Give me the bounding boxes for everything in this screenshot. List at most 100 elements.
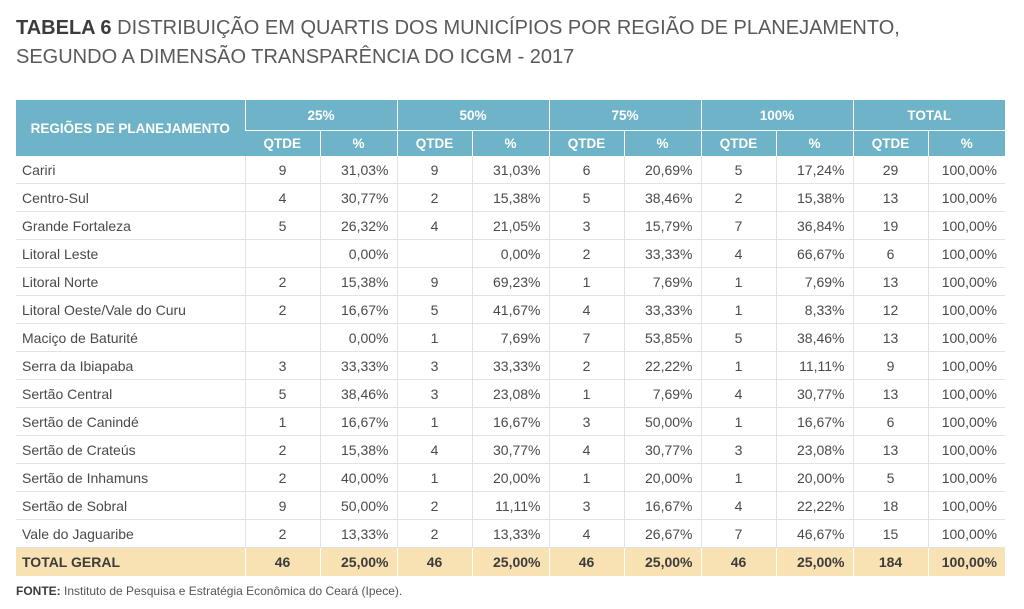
percent-cell: 41,67% — [471, 295, 549, 324]
group-header: 25% — [244, 100, 397, 131]
qtde-cell: 1 — [548, 379, 624, 408]
percent-cell: 50,00% — [319, 491, 397, 520]
data-row: Maciço de Baturité 0,00% 1 7,69% 7 53,85% 5 38,… — [16, 323, 1005, 352]
percent-cell: 33,33% — [319, 351, 397, 380]
qtde-cell: 2 — [396, 519, 472, 548]
percent-cell: 16,67% — [471, 407, 549, 436]
footer-text: Instituto de Pesquisa e Estratégia Econô… — [64, 584, 403, 598]
group-header: 75% — [548, 100, 701, 131]
percent-cell: 38,46% — [775, 323, 853, 352]
percent-cell: 25,00% — [471, 547, 549, 576]
qtde-cell: 15 — [852, 519, 928, 548]
qtde-cell: 9 — [244, 156, 320, 184]
percent-cell: 36,84% — [775, 211, 853, 240]
percent-cell: 20,00% — [775, 463, 853, 492]
percent-cell: 7,69% — [775, 267, 853, 296]
percent-cell: 33,33% — [623, 239, 701, 268]
percent-cell: 33,33% — [471, 351, 549, 380]
qtde-cell: 13 — [852, 323, 928, 352]
sub-header: QTDE — [548, 130, 624, 156]
sub-header: % — [471, 130, 549, 156]
data-row: Grande Fortaleza 5 26,32% 4 21,05% 3 15,79% 7 36… — [16, 211, 1005, 240]
qtde-cell: 3 — [244, 351, 320, 380]
percent-cell: 22,22% — [775, 491, 853, 520]
region-cell: Centro-Sul — [16, 183, 245, 212]
sub-header: % — [927, 130, 1005, 156]
percent-cell: 15,38% — [775, 183, 853, 212]
region-cell: Sertão Central — [16, 379, 245, 408]
qtde-cell: 1 — [548, 267, 624, 296]
percent-cell: 0,00% — [319, 239, 397, 268]
percent-cell: 13,33% — [471, 519, 549, 548]
percent-cell: 0,00% — [319, 323, 397, 352]
region-cell: Cariri — [16, 156, 245, 184]
data-row: Sertão de Crateús 2 15,38% 4 30,77% 4 30,77% 3 2… — [16, 435, 1005, 464]
data-row: Sertão de Sobral 9 50,00% 2 11,11% 3 16,67% 4 22… — [16, 491, 1005, 520]
percent-cell: 0,00% — [471, 239, 549, 268]
percent-cell: 22,22% — [623, 351, 701, 380]
percent-cell: 69,23% — [471, 267, 549, 296]
qtde-cell: 5 — [700, 156, 776, 184]
qtde-cell: 4 — [548, 295, 624, 324]
percent-cell: 25,00% — [623, 547, 701, 576]
percent-cell: 100,00% — [927, 547, 1005, 576]
sub-header: % — [319, 130, 397, 156]
qtde-cell: 13 — [852, 435, 928, 464]
percent-cell: 15,38% — [471, 183, 549, 212]
qtde-cell: 1 — [700, 295, 776, 324]
sub-header: % — [775, 130, 853, 156]
percent-cell: 30,77% — [471, 435, 549, 464]
percent-cell: 15,79% — [623, 211, 701, 240]
data-row: Sertão de Canindé 1 16,67% 1 16,67% 3 50,00% 1 1… — [16, 407, 1005, 436]
qtde-cell: 184 — [852, 547, 928, 576]
percent-cell: 7,69% — [623, 267, 701, 296]
qtde-cell: 1 — [700, 267, 776, 296]
data-row: Vale do Jaguaribe 2 13,33% 2 13,33% 4 26,67% 7 4… — [16, 519, 1005, 548]
qtde-cell: 4 — [700, 239, 776, 268]
percent-cell: 16,67% — [623, 491, 701, 520]
qtde-cell: 3 — [700, 435, 776, 464]
qtde-cell: 7 — [700, 211, 776, 240]
percent-cell: 100,00% — [927, 379, 1005, 408]
qtde-cell: 18 — [852, 491, 928, 520]
percent-cell: 53,85% — [623, 323, 701, 352]
data-row: Centro-Sul 4 30,77% 2 15,38% 5 38,46% 2 15,38% 13… — [16, 183, 1005, 212]
percent-cell: 26,67% — [623, 519, 701, 548]
qtde-cell: 29 — [852, 156, 928, 184]
percent-cell: 8,33% — [775, 295, 853, 324]
percent-cell: 100,00% — [927, 239, 1005, 268]
region-cell: Sertão de Sobral — [16, 491, 245, 520]
percent-cell: 38,46% — [319, 379, 397, 408]
data-row: Litoral Leste 0,00% 0,00% 2 33,33% 4 66,67% 6 10… — [16, 239, 1005, 268]
qtde-cell: 1 — [396, 407, 472, 436]
sub-header: QTDE — [245, 130, 320, 156]
percent-cell: 15,38% — [319, 267, 397, 296]
qtde-cell: 2 — [244, 295, 320, 324]
group-header: 100% — [700, 100, 853, 131]
percent-cell: 100,00% — [927, 183, 1005, 212]
data-row: Sertão de Inhamuns 2 40,00% 1 20,00% 1 20,00% 1… — [16, 463, 1005, 492]
percent-cell: 23,08% — [775, 435, 853, 464]
percent-cell: 13,33% — [319, 519, 397, 548]
qtde-cell: 2 — [548, 239, 624, 268]
qtde-cell: 6 — [548, 156, 624, 184]
qtde-cell: 4 — [700, 491, 776, 520]
qtde-cell — [244, 323, 320, 352]
data-row: Litoral Oeste/Vale do Curu 2 16,67% 5 41,67%… — [16, 295, 1005, 324]
qtde-cell: 6 — [852, 239, 928, 268]
qtde-cell: 4 — [548, 435, 624, 464]
qtde-cell: 2 — [244, 267, 320, 296]
qtde-cell: 5 — [244, 211, 320, 240]
region-header: REGIÕES DE PLANEJAMENTO — [16, 100, 245, 156]
qtde-cell: 3 — [396, 379, 472, 408]
percent-cell: 7,69% — [471, 323, 549, 352]
qtde-cell: 4 — [700, 379, 776, 408]
region-cell: Litoral Norte — [16, 267, 245, 296]
title: TABELA 6 DISTRIBUIÇÃO EM QUARTIS DOS MUN… — [16, 14, 1006, 72]
region-cell: Sertão de Crateús — [16, 435, 245, 464]
percent-cell: 100,00% — [927, 435, 1005, 464]
region-cell: Sertão de Canindé — [16, 407, 245, 436]
qtde-cell: 2 — [396, 183, 472, 212]
title-line: SEGUNDO A DIMENSÃO TRANSPARÊNCIA DO ICGM… — [16, 46, 575, 68]
